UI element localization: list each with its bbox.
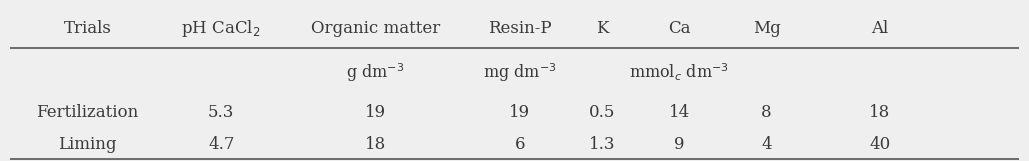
Text: 18: 18	[870, 104, 890, 121]
Text: Resin-P: Resin-P	[488, 20, 552, 38]
Text: 19: 19	[365, 104, 386, 121]
Text: Al: Al	[872, 20, 888, 38]
Text: mmol$_c$ dm$^{-3}$: mmol$_c$ dm$^{-3}$	[629, 62, 730, 83]
Text: Mg: Mg	[753, 20, 780, 38]
Text: Organic matter: Organic matter	[311, 20, 440, 38]
Text: 1.3: 1.3	[589, 136, 615, 153]
Text: 9: 9	[674, 136, 684, 153]
Text: Liming: Liming	[59, 136, 116, 153]
Text: 4.7: 4.7	[208, 136, 235, 153]
Text: 8: 8	[761, 104, 772, 121]
Text: K: K	[596, 20, 608, 38]
Text: mg dm$^{-3}$: mg dm$^{-3}$	[483, 61, 557, 84]
Text: 0.5: 0.5	[589, 104, 615, 121]
Text: pH CaCl$_2$: pH CaCl$_2$	[181, 19, 261, 39]
Text: g dm$^{-3}$: g dm$^{-3}$	[347, 61, 404, 84]
Text: Fertilization: Fertilization	[36, 104, 139, 121]
Text: Trials: Trials	[64, 20, 111, 38]
Text: 14: 14	[669, 104, 689, 121]
Text: 4: 4	[761, 136, 772, 153]
Text: 5.3: 5.3	[208, 104, 235, 121]
Text: 18: 18	[365, 136, 386, 153]
Text: 6: 6	[514, 136, 525, 153]
Text: 19: 19	[509, 104, 530, 121]
Text: Ca: Ca	[668, 20, 690, 38]
Text: 40: 40	[870, 136, 890, 153]
